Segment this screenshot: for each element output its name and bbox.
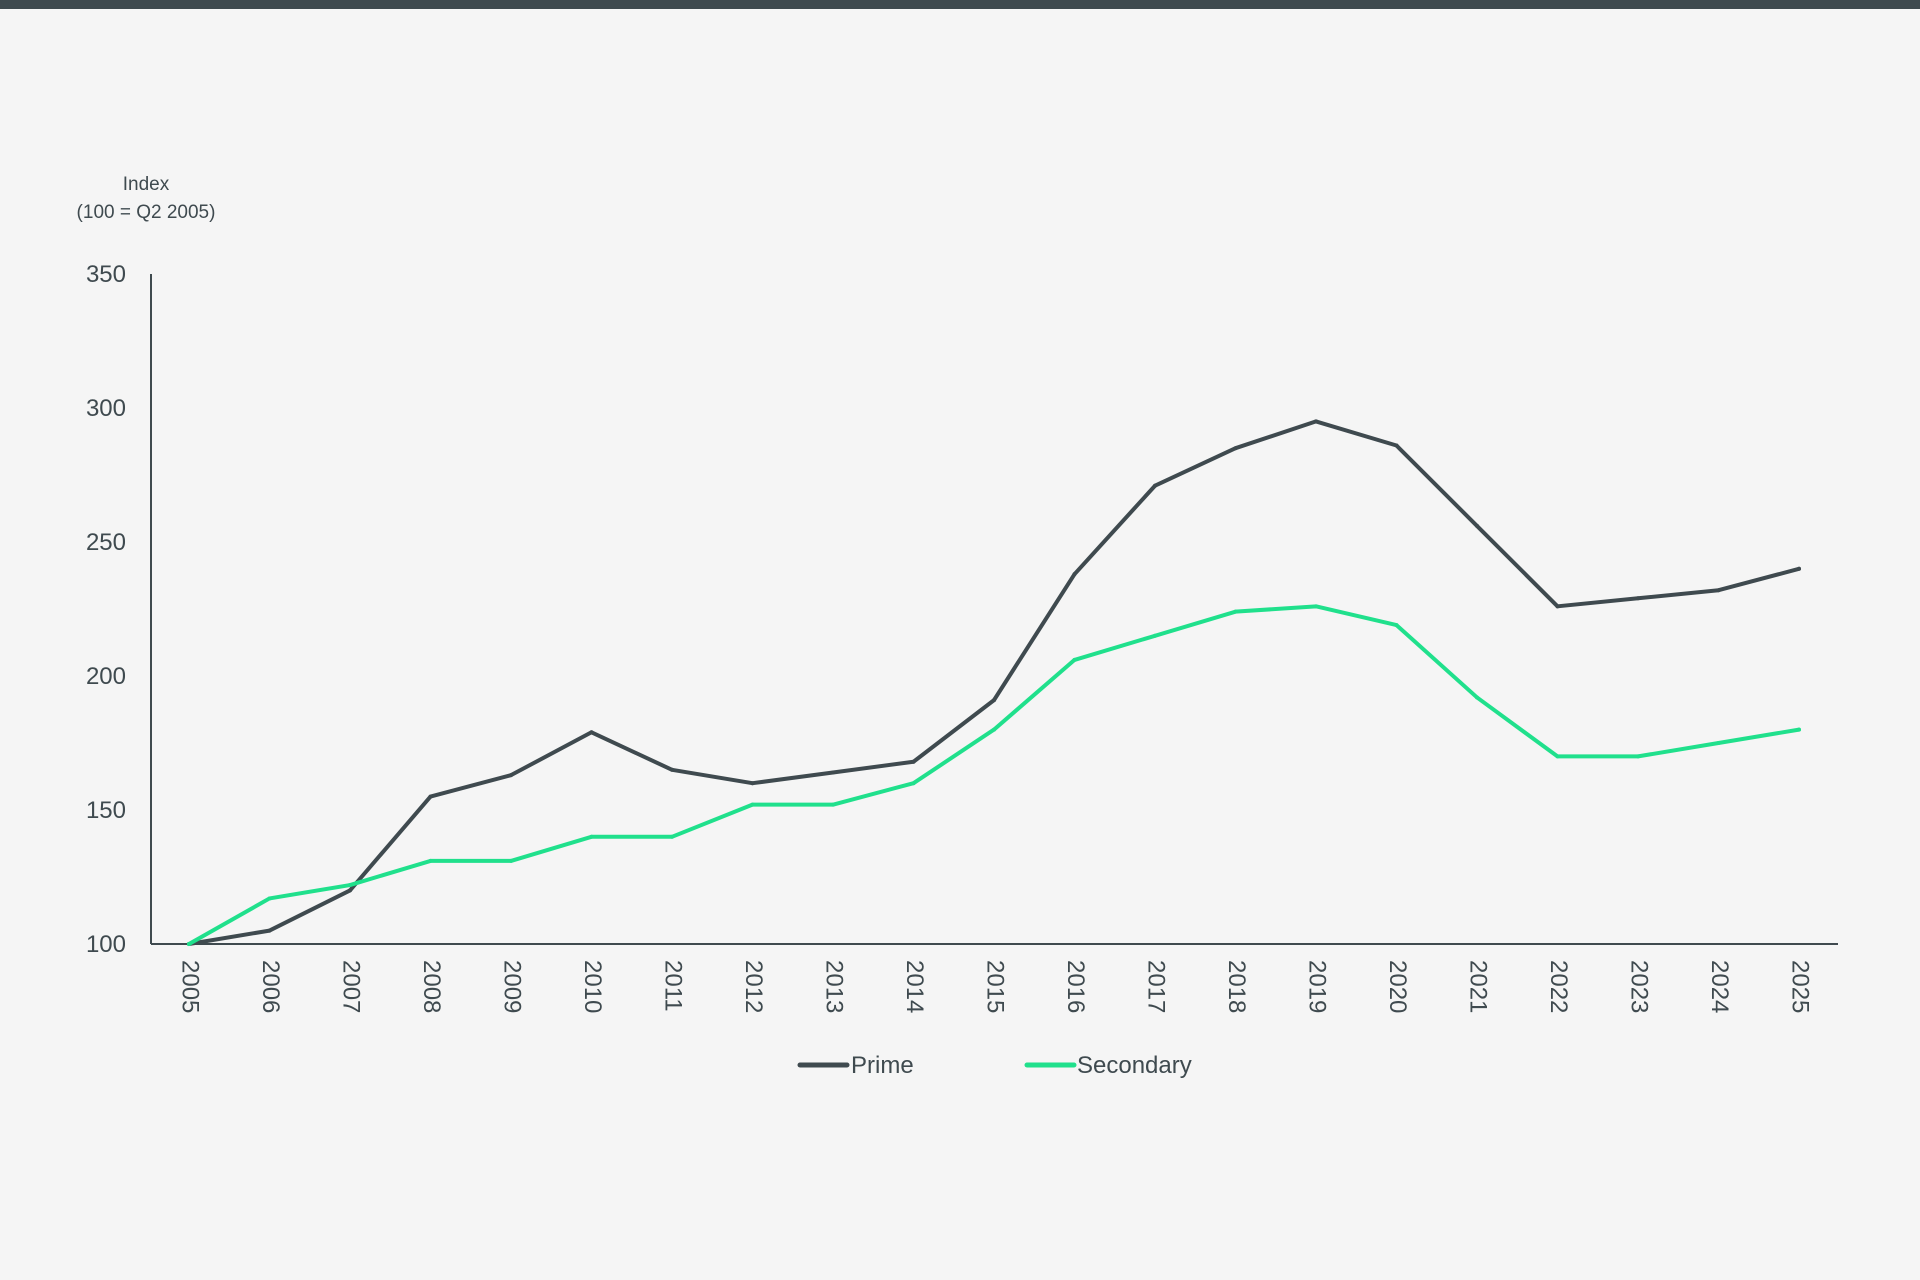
data-point-prime — [509, 773, 513, 778]
series-line-secondary — [187, 604, 1801, 946]
y-tick-label: 300 — [86, 395, 126, 422]
x-tick-label: 2005 — [177, 960, 204, 1013]
x-tick-label: 2009 — [499, 960, 526, 1013]
data-point-secondary — [750, 802, 755, 807]
data-point-prime — [267, 928, 272, 933]
data-point-prime — [1314, 419, 1318, 424]
x-tick-label: 2021 — [1465, 960, 1492, 1013]
x-tick-label: 2017 — [1143, 960, 1170, 1013]
data-point-prime — [831, 770, 835, 775]
data-point-secondary — [1072, 657, 1077, 662]
data-point-prime — [1636, 596, 1640, 601]
x-tick-label: 2020 — [1384, 960, 1411, 1013]
data-point-secondary — [992, 727, 996, 732]
data-point-secondary — [1314, 604, 1318, 609]
data-point-prime — [1555, 604, 1560, 609]
top-bar — [0, 0, 1920, 9]
x-tick-label: 2018 — [1223, 960, 1250, 1013]
y-axis-label-line-2: (100 = Q2 2005) — [77, 202, 216, 223]
data-point-prime — [1072, 572, 1077, 577]
y-tick-label: 150 — [86, 797, 126, 824]
x-tick-label: 2024 — [1706, 960, 1733, 1013]
data-point-secondary — [1153, 633, 1157, 638]
axes — [150, 274, 1838, 945]
y-tick-label: 100 — [86, 931, 126, 958]
y-tick-label: 350 — [86, 261, 126, 288]
data-point-secondary — [670, 834, 674, 839]
data-point-prime — [750, 781, 755, 786]
series-line-prime — [187, 419, 1801, 946]
series-lines — [187, 419, 1801, 946]
x-tick-label: 2015 — [982, 960, 1009, 1013]
y-tick-label: 250 — [86, 529, 126, 556]
x-tick-label: 2023 — [1626, 960, 1653, 1013]
data-point-prime — [1153, 483, 1157, 488]
data-point-secondary — [267, 896, 272, 901]
x-tick-label: 2008 — [418, 960, 445, 1013]
data-point-prime — [1233, 446, 1238, 451]
legend: Prime Secondary — [797, 1052, 1192, 1079]
data-point-prime — [1475, 523, 1479, 528]
x-ticks: 2005 2006 2007 2008 2009 2010 2011 2012 2013 2014… — [177, 960, 1814, 1013]
data-point-secondary — [187, 942, 191, 946]
data-point-secondary — [509, 858, 513, 863]
x-tick-label: 2007 — [338, 960, 365, 1013]
data-point-secondary — [831, 802, 835, 807]
x-tick-label: 2016 — [1062, 960, 1089, 1013]
y-axis-label-line-1: Index — [123, 174, 170, 195]
data-point-secondary — [428, 858, 433, 863]
data-point-secondary — [1716, 741, 1721, 745]
x-tick-label: 2025 — [1787, 960, 1814, 1013]
data-point-prime — [670, 767, 674, 772]
legend-label: Prime — [851, 1052, 914, 1079]
data-point-prime — [589, 730, 594, 735]
x-tick-label: 2010 — [579, 960, 606, 1013]
legend-label: Secondary — [1077, 1052, 1192, 1079]
data-point-secondary — [911, 781, 916, 786]
x-tick-label: 2006 — [257, 960, 284, 1013]
y-axis-label: Index (100 = Q2 2005) — [77, 174, 216, 223]
y-tick-label: 200 — [86, 663, 126, 690]
data-point-secondary — [1394, 623, 1399, 628]
data-point-secondary — [1475, 695, 1479, 700]
x-tick-label: 2022 — [1545, 960, 1572, 1013]
data-point-secondary — [348, 883, 352, 888]
data-point-prime — [911, 759, 916, 764]
data-point-secondary — [1797, 727, 1801, 732]
x-tick-label: 2012 — [740, 960, 767, 1013]
data-point-prime — [1797, 566, 1801, 571]
x-tick-label: 2019 — [1304, 960, 1331, 1013]
data-point-prime — [992, 698, 996, 703]
legend-item-prime: Prime — [797, 1052, 914, 1079]
x-tick-label: 2011 — [660, 960, 687, 1012]
data-point-prime — [428, 794, 433, 799]
legend-item-secondary: Secondary — [1024, 1052, 1192, 1079]
data-point-secondary — [1636, 754, 1640, 759]
data-point-prime — [348, 888, 352, 893]
data-point-prime — [1716, 588, 1721, 593]
data-point-secondary — [589, 834, 594, 839]
y-ticks: 100 150 200 250 300 350 — [86, 261, 126, 958]
data-point-secondary — [1555, 754, 1560, 759]
data-point-secondary — [1233, 609, 1238, 614]
data-point-prime — [1394, 443, 1399, 448]
x-tick-label: 2014 — [901, 960, 928, 1013]
x-tick-label: 2013 — [821, 960, 848, 1013]
